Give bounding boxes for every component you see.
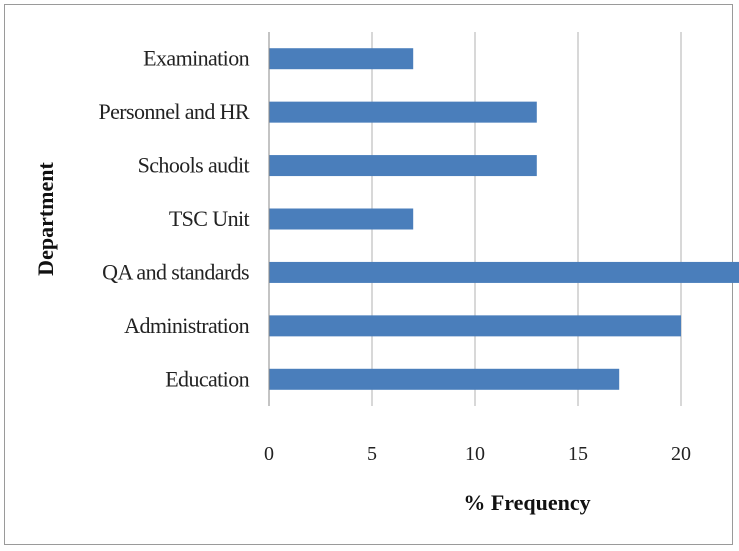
y-axis-title: Department <box>33 162 58 276</box>
category-label: Examination <box>143 46 249 71</box>
category-label: Schools audit <box>138 153 250 178</box>
category-label: TSC Unit <box>169 206 250 231</box>
category-label: Personnel and HR <box>99 99 250 124</box>
bar-personnel-and-hr <box>269 101 537 123</box>
bar-qa-and-standards <box>269 261 739 283</box>
category-label: Education <box>165 366 249 391</box>
bar-administration <box>269 315 681 337</box>
x-tick-label: 5 <box>367 443 377 465</box>
tick-labels: 0 5 10 15 20 <box>264 443 691 465</box>
x-tick-label: 15 <box>568 443 588 465</box>
category-labels: Education Administration QA and standards T… <box>99 46 251 392</box>
bar-schools-audit <box>269 155 537 177</box>
x-axis-title: % Frequency <box>463 490 590 515</box>
x-tick-label: 10 <box>465 443 485 465</box>
category-label: QA and standards <box>102 259 249 284</box>
bar-education <box>269 368 620 390</box>
bars <box>269 48 739 390</box>
x-tick-label: 20 <box>671 443 691 465</box>
gridlines <box>371 32 682 406</box>
bar-tsc-unit <box>269 208 414 230</box>
x-tick-label: 0 <box>264 443 274 465</box>
bar-examination <box>269 48 414 70</box>
category-label: Administration <box>124 313 249 338</box>
